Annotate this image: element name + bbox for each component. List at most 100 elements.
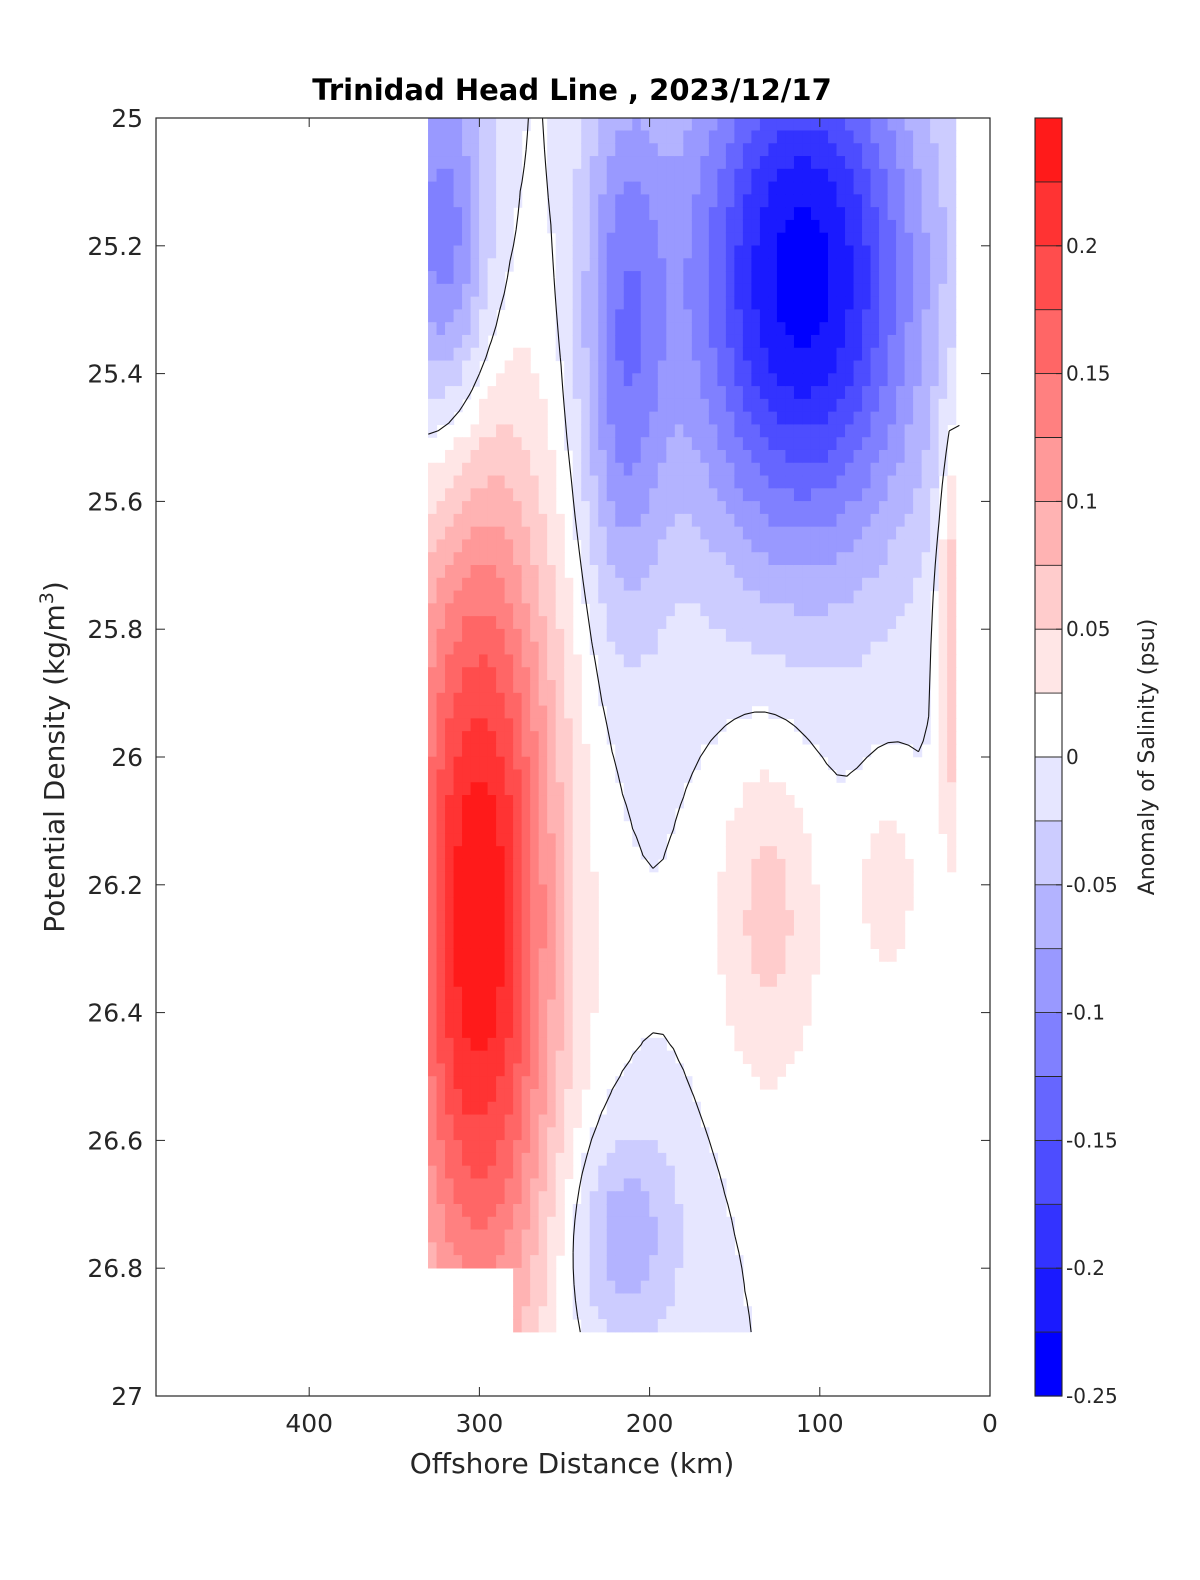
contour-cell [870, 437, 880, 451]
contour-cell [879, 398, 889, 413]
contour-cell [691, 1127, 701, 1141]
contour-cell [725, 283, 735, 298]
contour-cell [657, 488, 667, 502]
contour-cell [470, 475, 480, 489]
contour-cell [734, 475, 744, 489]
contour-cell [581, 922, 591, 937]
contour-cell [691, 513, 701, 528]
contour-cell [445, 526, 455, 541]
contour-cell [598, 245, 608, 259]
contour-cell [759, 539, 770, 553]
contour-cell [734, 641, 744, 656]
contour-cell [853, 488, 863, 502]
contour-cell [776, 334, 787, 349]
contour-cell [615, 1114, 625, 1128]
contour-cell [742, 807, 753, 822]
contour-cell [734, 884, 744, 898]
contour-cell [479, 1114, 489, 1128]
contour-cell [606, 118, 616, 132]
contour-cell [649, 590, 659, 604]
contour-cell [436, 360, 446, 374]
contour-cell [453, 731, 463, 745]
contour-cell [564, 360, 574, 374]
contour-cell [462, 565, 472, 579]
contour-cell [470, 1127, 480, 1141]
contour-cell [666, 731, 676, 745]
contour-cell [776, 488, 787, 502]
contour-cell [572, 1267, 582, 1282]
contour-cell [436, 296, 446, 310]
contour-cell [564, 219, 574, 234]
contour-cell [487, 884, 497, 898]
contour-cell [725, 181, 735, 195]
contour-cell [776, 565, 787, 579]
contour-cell [657, 590, 667, 604]
contour-cell [496, 1216, 506, 1231]
contour-cell [513, 1204, 523, 1218]
contour-cell [436, 1140, 446, 1154]
contour-cell [479, 641, 489, 656]
contour-cell [623, 411, 633, 426]
contour-cell [793, 590, 804, 604]
contour-cell [896, 501, 906, 515]
contour-cell [896, 731, 906, 745]
contour-cell [708, 628, 718, 643]
contour-cell [657, 424, 667, 438]
contour-cell [547, 935, 557, 949]
contour-cell [947, 565, 957, 579]
contour-cell [887, 386, 897, 400]
contour-cell [734, 1293, 744, 1307]
contour-cell [930, 271, 940, 285]
contour-cell [513, 1242, 523, 1256]
contour-cell [547, 1319, 557, 1333]
contour-cell [572, 283, 582, 298]
contour-cell [589, 577, 599, 592]
contour-cell [904, 398, 914, 413]
contour-cell [470, 1063, 480, 1077]
contour-cell [504, 667, 514, 681]
contour-cell [836, 680, 846, 694]
contour-cell [768, 654, 778, 668]
x-tick-label: 300 [456, 1409, 504, 1438]
contour-cell [623, 488, 633, 502]
contour-cell [887, 603, 897, 617]
contour-cell [853, 475, 863, 489]
contour-cell [700, 232, 710, 247]
contour-cell [708, 424, 718, 438]
contour-cell [538, 731, 548, 745]
contour-cell [572, 999, 582, 1013]
contour-cell [436, 565, 446, 579]
contour-cell [768, 181, 778, 195]
contour-cell [436, 807, 446, 822]
contour-cell [938, 360, 948, 374]
contour-cell [581, 386, 591, 400]
contour-cell [683, 1191, 693, 1205]
contour-cell [538, 1114, 548, 1128]
contour-cell [445, 654, 455, 668]
contour-cell [649, 680, 659, 694]
contour-cell [947, 347, 957, 362]
contour-cell [759, 475, 770, 489]
contour-cell [879, 207, 889, 221]
contour-cell [802, 322, 812, 336]
contour-cell [845, 501, 855, 515]
contour-cell [708, 513, 718, 528]
contour-cell [589, 961, 599, 975]
contour-cell [734, 488, 744, 502]
contour-cell [759, 1025, 770, 1039]
contour-cell [862, 437, 872, 451]
contour-cell [683, 1229, 693, 1243]
contour-cell [428, 1165, 438, 1180]
contour-cell [632, 743, 642, 758]
contour-cell [479, 322, 489, 336]
contour-cell [428, 309, 438, 323]
contour-cell [487, 1114, 497, 1128]
contour-cell [538, 973, 548, 988]
contour-cell [470, 667, 480, 681]
contour-cell [530, 782, 540, 796]
contour-cell [496, 1255, 506, 1269]
contour-cell [615, 513, 625, 528]
contour-cell [674, 795, 684, 809]
contour-cell [691, 360, 701, 374]
contour-cell [572, 1216, 582, 1231]
